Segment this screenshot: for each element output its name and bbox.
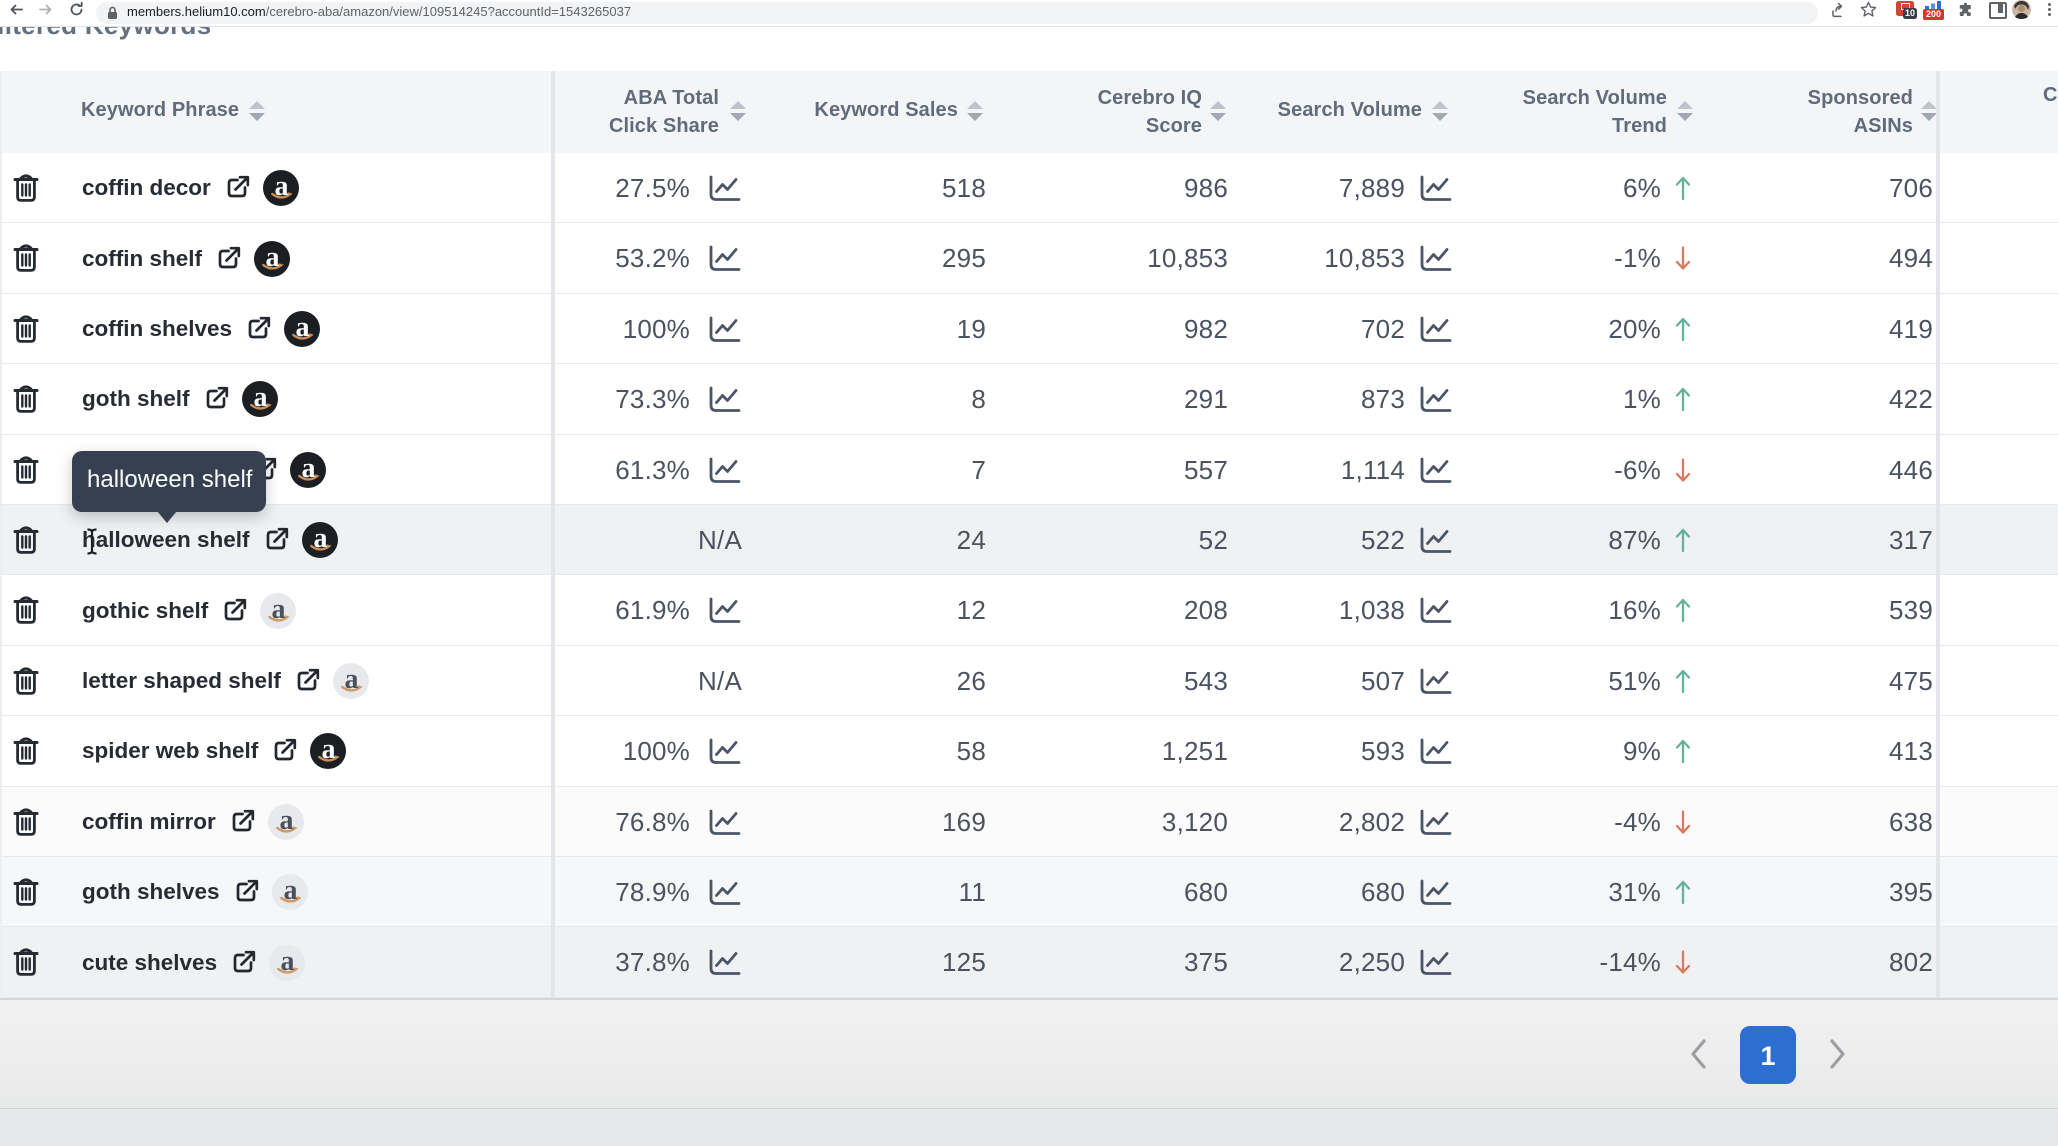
svg-text:a: a (313, 523, 327, 554)
svg-text:a: a (302, 453, 316, 484)
svg-text:a: a (253, 382, 267, 413)
svg-text:a: a (281, 946, 295, 977)
svg-text:a: a (274, 171, 288, 202)
svg-text:a: a (266, 242, 280, 273)
svg-text:a: a (322, 734, 336, 765)
svg-text:a: a (279, 805, 293, 836)
svg-text:a: a (344, 664, 358, 695)
svg-text:a: a (272, 594, 286, 625)
svg-text:a: a (283, 875, 297, 906)
svg-text:a: a (296, 312, 310, 343)
